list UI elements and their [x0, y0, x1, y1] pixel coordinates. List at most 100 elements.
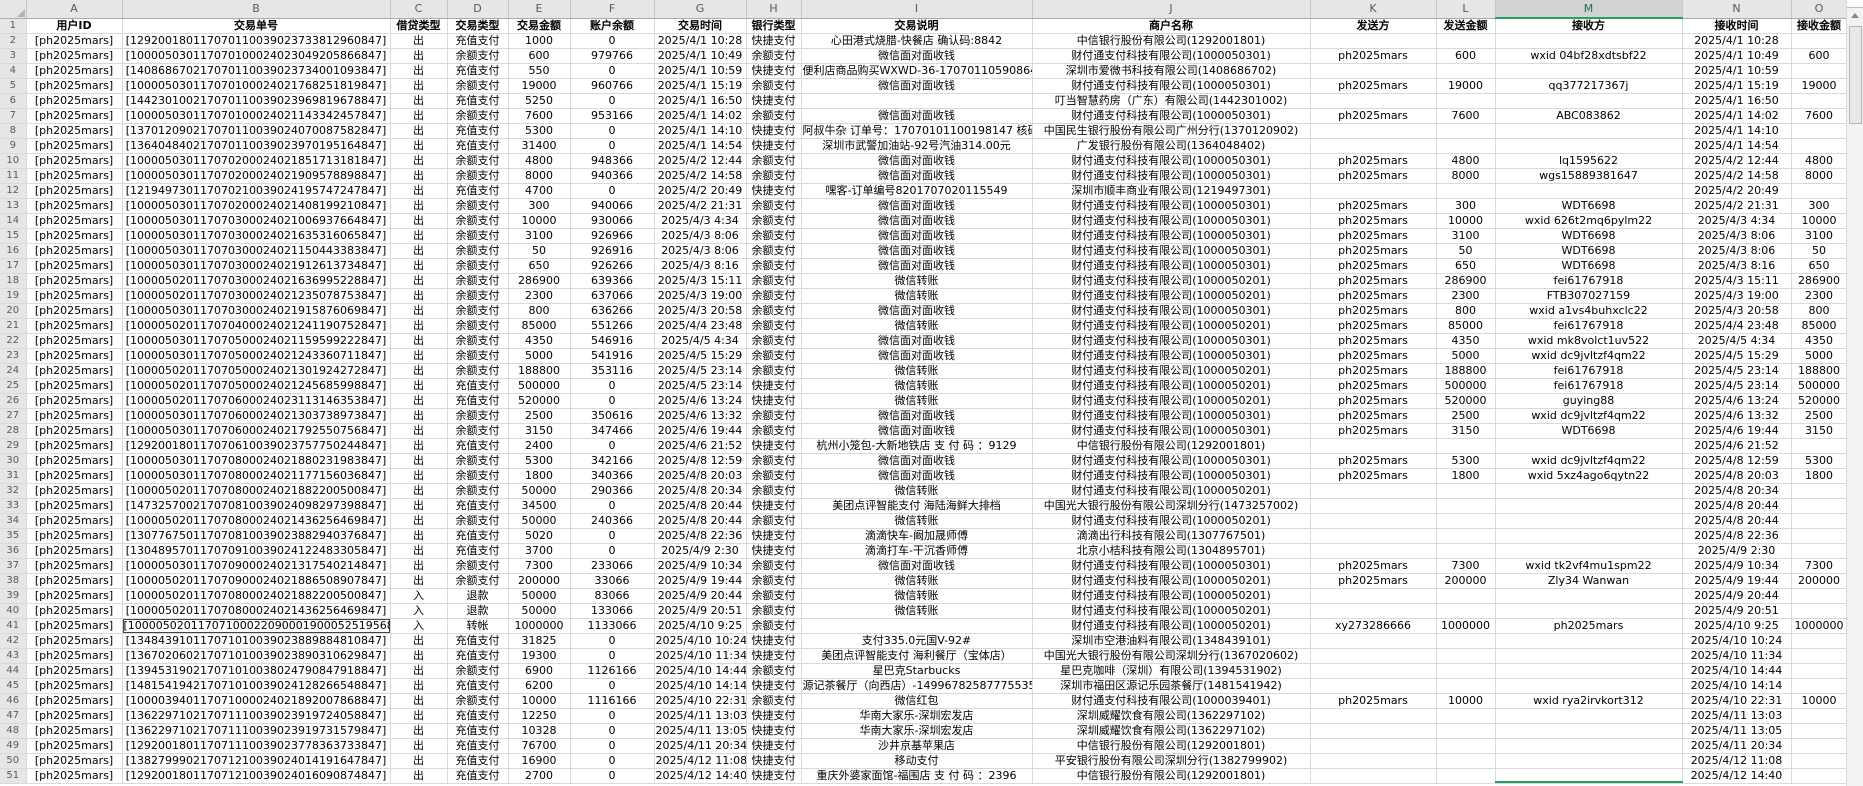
cell-G28[interactable]: 2025/4/6 19:44 — [654, 423, 747, 439]
cell-D34[interactable]: 余额支付 — [447, 513, 509, 529]
cell-K47[interactable] — [1310, 708, 1437, 724]
cell-J37[interactable]: 财付通支付科技有限公司(1000050301) — [1032, 558, 1311, 574]
cell-I5[interactable]: 微信面对面收钱 — [801, 78, 1033, 94]
cell-N23[interactable]: 2025/4/5 15:29 — [1682, 348, 1792, 364]
cell-E44[interactable]: 6900 — [508, 663, 571, 679]
cell-H10[interactable]: 余额支付 — [746, 153, 802, 169]
cell-A2[interactable]: [ph2025mars] — [26, 33, 123, 49]
cell-J15[interactable]: 财付通支付科技有限公司(1000050301) — [1032, 228, 1311, 244]
cell-O36[interactable] — [1791, 543, 1848, 559]
cell-H40[interactable]: 余额支付 — [746, 603, 802, 619]
cell-H2[interactable]: 快捷支付 — [746, 33, 802, 49]
cell-K24[interactable]: ph2025mars — [1310, 363, 1437, 379]
cell-D19[interactable]: 余额支付 — [447, 288, 509, 304]
cell-B6[interactable]: [144230100217070110039023969819678847] — [122, 93, 391, 109]
cell-A9[interactable]: [ph2025mars] — [26, 138, 123, 154]
cell-G39[interactable]: 2025/4/9 20:44 — [654, 588, 747, 604]
cell-A31[interactable]: [ph2025mars] — [26, 468, 123, 484]
cell-O10[interactable]: 4800 — [1791, 153, 1848, 169]
cell-A18[interactable]: [ph2025mars] — [26, 273, 123, 289]
cell-F38[interactable]: 33066 — [570, 573, 655, 589]
cell-D5[interactable]: 余额支付 — [447, 78, 509, 94]
cell-H21[interactable]: 余额支付 — [746, 318, 802, 334]
cell-B31[interactable]: [100005030117070800024021177156036847] — [122, 468, 391, 484]
row-header-36[interactable]: 36 — [0, 543, 27, 559]
cell-J12[interactable]: 深圳市顺丰商业有限公司(1219497301) — [1032, 183, 1311, 199]
cell-L24[interactable]: 188800 — [1436, 363, 1496, 379]
cell-F21[interactable]: 551266 — [570, 318, 655, 334]
cell-N17[interactable]: 2025/4/3 8:16 — [1682, 258, 1792, 274]
column-header-M[interactable]: M — [1495, 0, 1683, 19]
cell-M3[interactable]: wxid 04bf28xdtsbf22 — [1495, 48, 1683, 64]
cell-O6[interactable] — [1791, 93, 1848, 109]
cell-N9[interactable]: 2025/4/1 14:54 — [1682, 138, 1792, 154]
cell-K21[interactable]: ph2025mars — [1310, 318, 1437, 334]
cell-J51[interactable]: 中信银行股份有限公司(1292001801) — [1032, 768, 1311, 784]
cell-H37[interactable]: 余额支付 — [746, 558, 802, 574]
cell-I23[interactable]: 微信面对面收钱 — [801, 348, 1033, 364]
cell-K4[interactable] — [1310, 63, 1437, 79]
cell-K5[interactable]: ph2025mars — [1310, 78, 1437, 94]
cell-A40[interactable]: [ph2025mars] — [26, 603, 123, 619]
cell-A50[interactable]: [ph2025mars] — [26, 753, 123, 769]
cell-M17[interactable]: WDT6698 — [1495, 258, 1683, 274]
cell-I10[interactable]: 微信面对面收钱 — [801, 153, 1033, 169]
cell-A23[interactable]: [ph2025mars] — [26, 348, 123, 364]
row-header-23[interactable]: 23 — [0, 348, 27, 364]
row-header-30[interactable]: 30 — [0, 453, 27, 469]
scroll-up-button[interactable] — [1847, 8, 1863, 24]
cell-E29[interactable]: 2400 — [508, 438, 571, 454]
cell-K13[interactable]: ph2025mars — [1310, 198, 1437, 214]
cell-I16[interactable]: 微信面对面收钱 — [801, 243, 1033, 259]
cell-H44[interactable]: 余额支付 — [746, 663, 802, 679]
cell-M42[interactable] — [1495, 633, 1683, 649]
cell-O28[interactable]: 3150 — [1791, 423, 1848, 439]
cell-N4[interactable]: 2025/4/1 10:59 — [1682, 63, 1792, 79]
cell-E21[interactable]: 85000 — [508, 318, 571, 334]
cell-D15[interactable]: 余额支付 — [447, 228, 509, 244]
cell-G40[interactable]: 2025/4/9 20:51 — [654, 603, 747, 619]
cell-K15[interactable]: ph2025mars — [1310, 228, 1437, 244]
cell-D29[interactable]: 充值支付 — [447, 438, 509, 454]
cell-K30[interactable]: ph2025mars — [1310, 453, 1437, 469]
cell-M43[interactable] — [1495, 648, 1683, 664]
cell-O20[interactable]: 800 — [1791, 303, 1848, 319]
cell-L19[interactable]: 2300 — [1436, 288, 1496, 304]
cell-H22[interactable]: 余额支付 — [746, 333, 802, 349]
cell-H34[interactable]: 余额支付 — [746, 513, 802, 529]
cell-O7[interactable]: 7600 — [1791, 108, 1848, 124]
cell-F51[interactable]: 0 — [570, 768, 655, 784]
cell-B40[interactable]: [100005020117070800024021436256469847] — [122, 603, 391, 619]
row-header-20[interactable]: 20 — [0, 303, 27, 319]
cell-J11[interactable]: 财付通支付科技有限公司(1000050301) — [1032, 168, 1311, 184]
cell-O5[interactable]: 19000 — [1791, 78, 1848, 94]
cell-B33[interactable]: [147325700217070810039024098297398847] — [122, 498, 391, 514]
cell-J19[interactable]: 财付通支付科技有限公司(1000050201) — [1032, 288, 1311, 304]
cell-D25[interactable]: 充值支付 — [447, 378, 509, 394]
cell-M18[interactable]: fei61767918 — [1495, 273, 1683, 289]
cell-E45[interactable]: 6200 — [508, 678, 571, 694]
cell-L41[interactable]: 1000000 — [1436, 618, 1496, 634]
cell-L47[interactable] — [1436, 708, 1496, 724]
cell-C26[interactable]: 出 — [390, 393, 448, 409]
cell-D51[interactable]: 充值支付 — [447, 768, 509, 784]
cell-N2[interactable]: 2025/4/1 10:28 — [1682, 33, 1792, 49]
cell-E48[interactable]: 10328 — [508, 723, 571, 739]
cell-A35[interactable]: [ph2025mars] — [26, 528, 123, 544]
cell-O40[interactable] — [1791, 603, 1848, 619]
cell-L26[interactable]: 520000 — [1436, 393, 1496, 409]
cell-N13[interactable]: 2025/4/2 21:31 — [1682, 198, 1792, 214]
cell-K19[interactable]: ph2025mars — [1310, 288, 1437, 304]
cell-M12[interactable] — [1495, 183, 1683, 199]
cell-N41[interactable]: 2025/4/10 9:25 — [1682, 618, 1792, 634]
cell-L35[interactable] — [1436, 528, 1496, 544]
cell-A25[interactable]: [ph2025mars] — [26, 378, 123, 394]
cell-F25[interactable]: 0 — [570, 378, 655, 394]
cell-F22[interactable]: 546916 — [570, 333, 655, 349]
cell-M20[interactable]: wxid a1vs4buhxclc22 — [1495, 303, 1683, 319]
cell-G43[interactable]: 2025/4/10 11:34 — [654, 648, 747, 664]
cell-I37[interactable]: 微信面对面收钱 — [801, 558, 1033, 574]
cell-F33[interactable]: 0 — [570, 498, 655, 514]
cell-F11[interactable]: 940366 — [570, 168, 655, 184]
cell-N37[interactable]: 2025/4/9 10:34 — [1682, 558, 1792, 574]
